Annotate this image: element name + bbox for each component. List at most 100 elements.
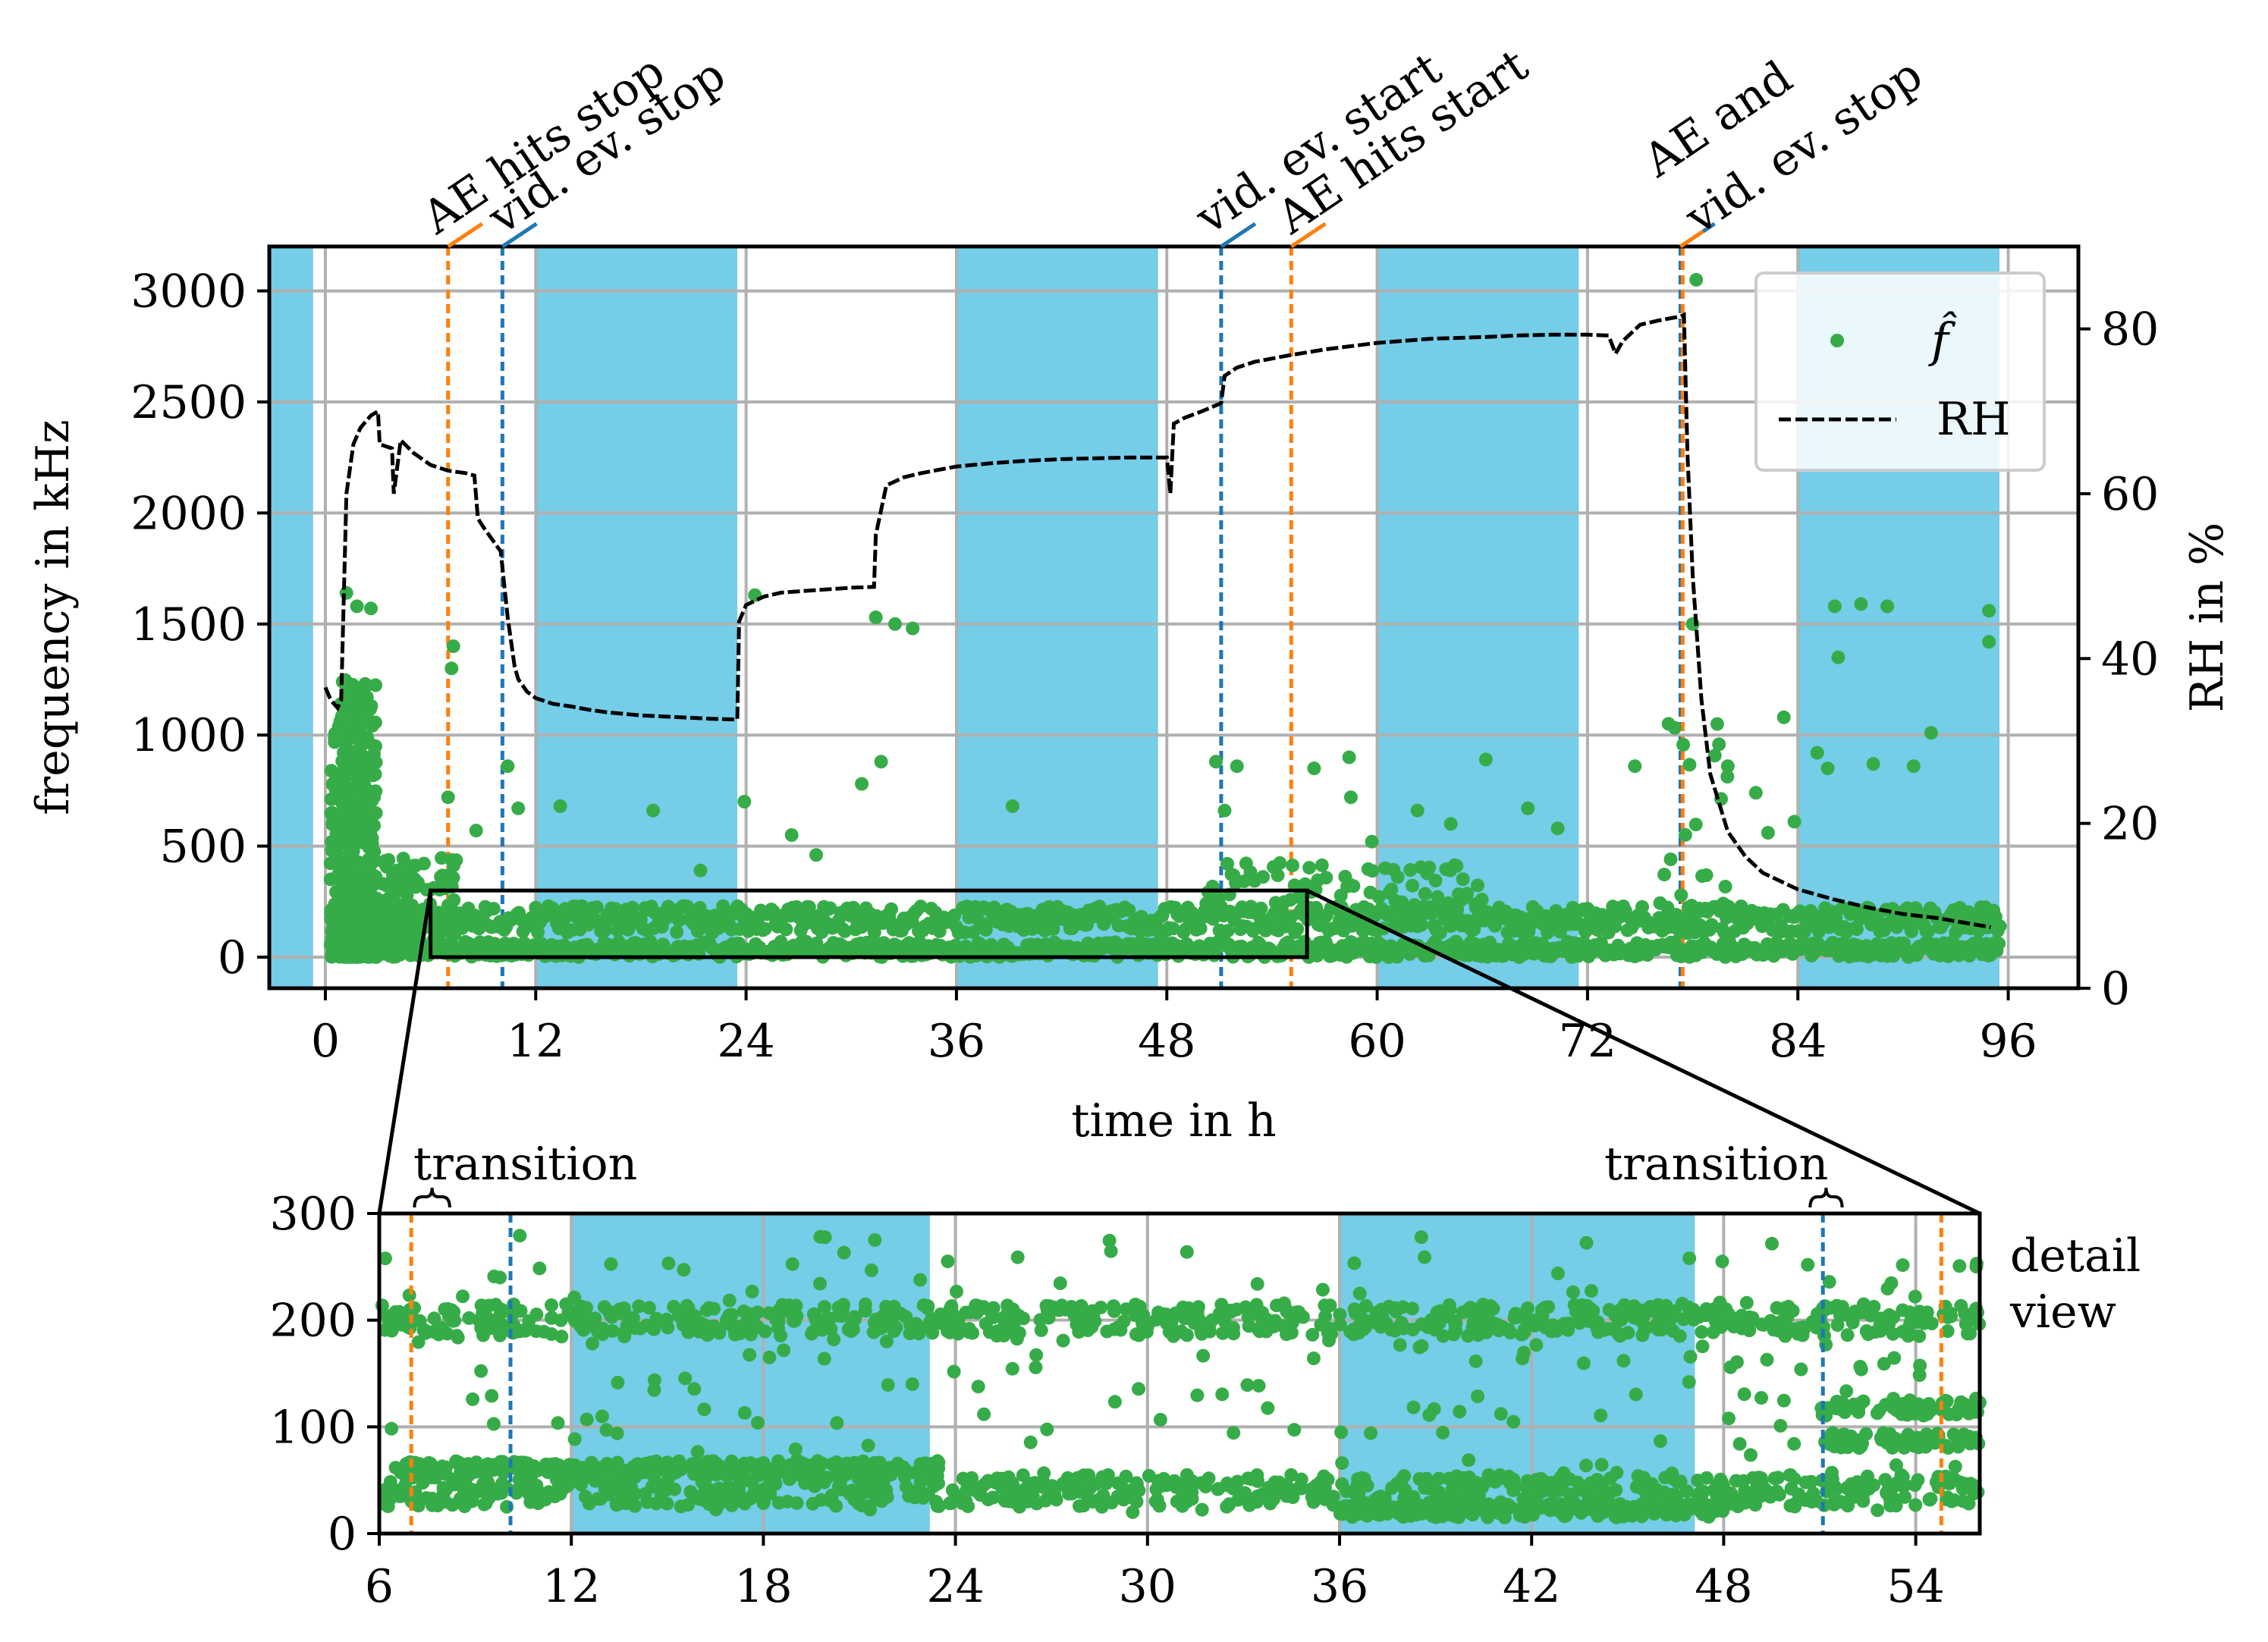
x-tick-label: 72	[1559, 1015, 1616, 1068]
scatter-point	[649, 1314, 664, 1329]
scatter-point	[589, 900, 604, 915]
transition-label: transition	[1604, 1138, 1828, 1191]
scatter-point	[332, 829, 347, 843]
scatter-point	[378, 854, 392, 868]
scatter-point	[756, 1457, 771, 1471]
scatter-point	[1898, 1401, 1912, 1415]
scatter-point	[1419, 1471, 1434, 1486]
scatter-point	[1315, 1283, 1330, 1297]
scatter-point	[986, 1310, 1000, 1324]
scatter-point	[884, 902, 898, 916]
scatter-point	[474, 1321, 488, 1336]
scatter-point	[617, 1301, 631, 1315]
scatter-point	[1010, 1332, 1024, 1346]
scatter-point	[1001, 1470, 1016, 1484]
scatter-point	[813, 1276, 827, 1291]
scatter-point	[567, 1458, 582, 1472]
scatter-point	[336, 753, 350, 768]
scatter-point	[883, 1301, 897, 1315]
scatter-point	[751, 1416, 765, 1430]
scatter-point	[1521, 1301, 1535, 1315]
scatter-point	[829, 1468, 843, 1483]
scatter-point	[1074, 1298, 1088, 1313]
scatter-point	[1737, 1387, 1751, 1402]
scatter-point	[1040, 1422, 1054, 1436]
scatter-point	[383, 1474, 397, 1489]
scatter-point	[1563, 1502, 1577, 1517]
x-tick-label: 12	[507, 1015, 564, 1068]
scatter-point	[427, 1311, 441, 1326]
scatter-point	[672, 1459, 686, 1474]
scatter-point	[788, 1442, 803, 1456]
scatter-point	[722, 1293, 737, 1308]
scatter-point	[1952, 1259, 1967, 1273]
scatter-point	[790, 1309, 804, 1323]
scatter-point	[582, 1496, 596, 1511]
scatter-point	[1695, 1339, 1710, 1354]
event-label-leader	[501, 221, 538, 249]
scatter-point	[782, 1298, 796, 1313]
scatter-point	[977, 1407, 991, 1421]
scatter-point	[1483, 1304, 1497, 1318]
scatter-point	[1148, 1494, 1163, 1509]
scatter-point	[1771, 1471, 1786, 1485]
scatter-point	[837, 924, 852, 938]
y-tick-label: 500	[159, 821, 247, 874]
scatter-point	[1379, 1316, 1393, 1330]
scatter-point	[913, 1474, 928, 1489]
scatter-point	[1490, 1505, 1504, 1519]
scatter-point	[1224, 1323, 1239, 1337]
scatter-outlier	[350, 599, 364, 614]
scatter-point	[708, 1495, 723, 1509]
scatter-point	[595, 1409, 609, 1424]
scatter-point	[487, 1270, 501, 1283]
scatter-point	[697, 1402, 711, 1417]
scatter-point	[720, 1312, 734, 1326]
scatter-point	[466, 1392, 480, 1406]
scatter-point	[1306, 1352, 1321, 1365]
y-tick-label: 0	[218, 931, 247, 984]
scatter-point	[758, 1482, 772, 1496]
scatter-point	[1602, 1302, 1616, 1317]
y-tick-label: 300	[269, 1188, 357, 1241]
scatter-point	[879, 1334, 894, 1348]
scatter-outlier	[553, 799, 567, 813]
scatter-point	[925, 1326, 940, 1340]
scatter-point	[357, 805, 370, 820]
scatter-point	[1887, 1351, 1902, 1365]
scatter-point	[1754, 1317, 1769, 1332]
scatter-point	[1261, 1401, 1275, 1415]
scatter-point	[1896, 1258, 1910, 1273]
main-event-lines	[446, 246, 1685, 988]
scatter-point	[1318, 1492, 1332, 1506]
scatter-point	[536, 1491, 551, 1505]
scatter-point	[1255, 1305, 1270, 1320]
scatter-point	[645, 1459, 659, 1474]
scatter-point	[690, 1445, 705, 1459]
scatter-point	[1754, 1391, 1768, 1405]
scatter-point	[558, 1480, 573, 1494]
scatter-point	[726, 1496, 740, 1511]
scatter-point	[1744, 1448, 1758, 1462]
scatter-point	[367, 818, 382, 833]
scatter-point	[1111, 1476, 1125, 1490]
y2-tick-label: 60	[2101, 468, 2159, 521]
scatter-point	[1635, 1481, 1650, 1496]
scatter-point	[659, 1312, 674, 1326]
legend-box	[1754, 272, 2046, 472]
scatter-point	[699, 1318, 713, 1333]
scatter-point	[1406, 1503, 1421, 1518]
scatter-point	[790, 1468, 804, 1482]
scatter-point	[1406, 1400, 1421, 1414]
scatter-point	[1406, 878, 1419, 893]
scatter-point	[707, 1301, 721, 1316]
main-plot-frame	[267, 244, 2081, 991]
x-tick-label: 30	[1119, 1560, 1176, 1613]
x-tick-label: 84	[1769, 1015, 1827, 1068]
scatter-point	[1908, 1478, 1922, 1493]
scatter-outlier	[888, 617, 902, 631]
scatter-point	[730, 1320, 744, 1334]
scatter-point	[777, 1343, 791, 1358]
scatter-point	[1840, 1328, 1855, 1342]
scatter-point	[1241, 1471, 1255, 1486]
